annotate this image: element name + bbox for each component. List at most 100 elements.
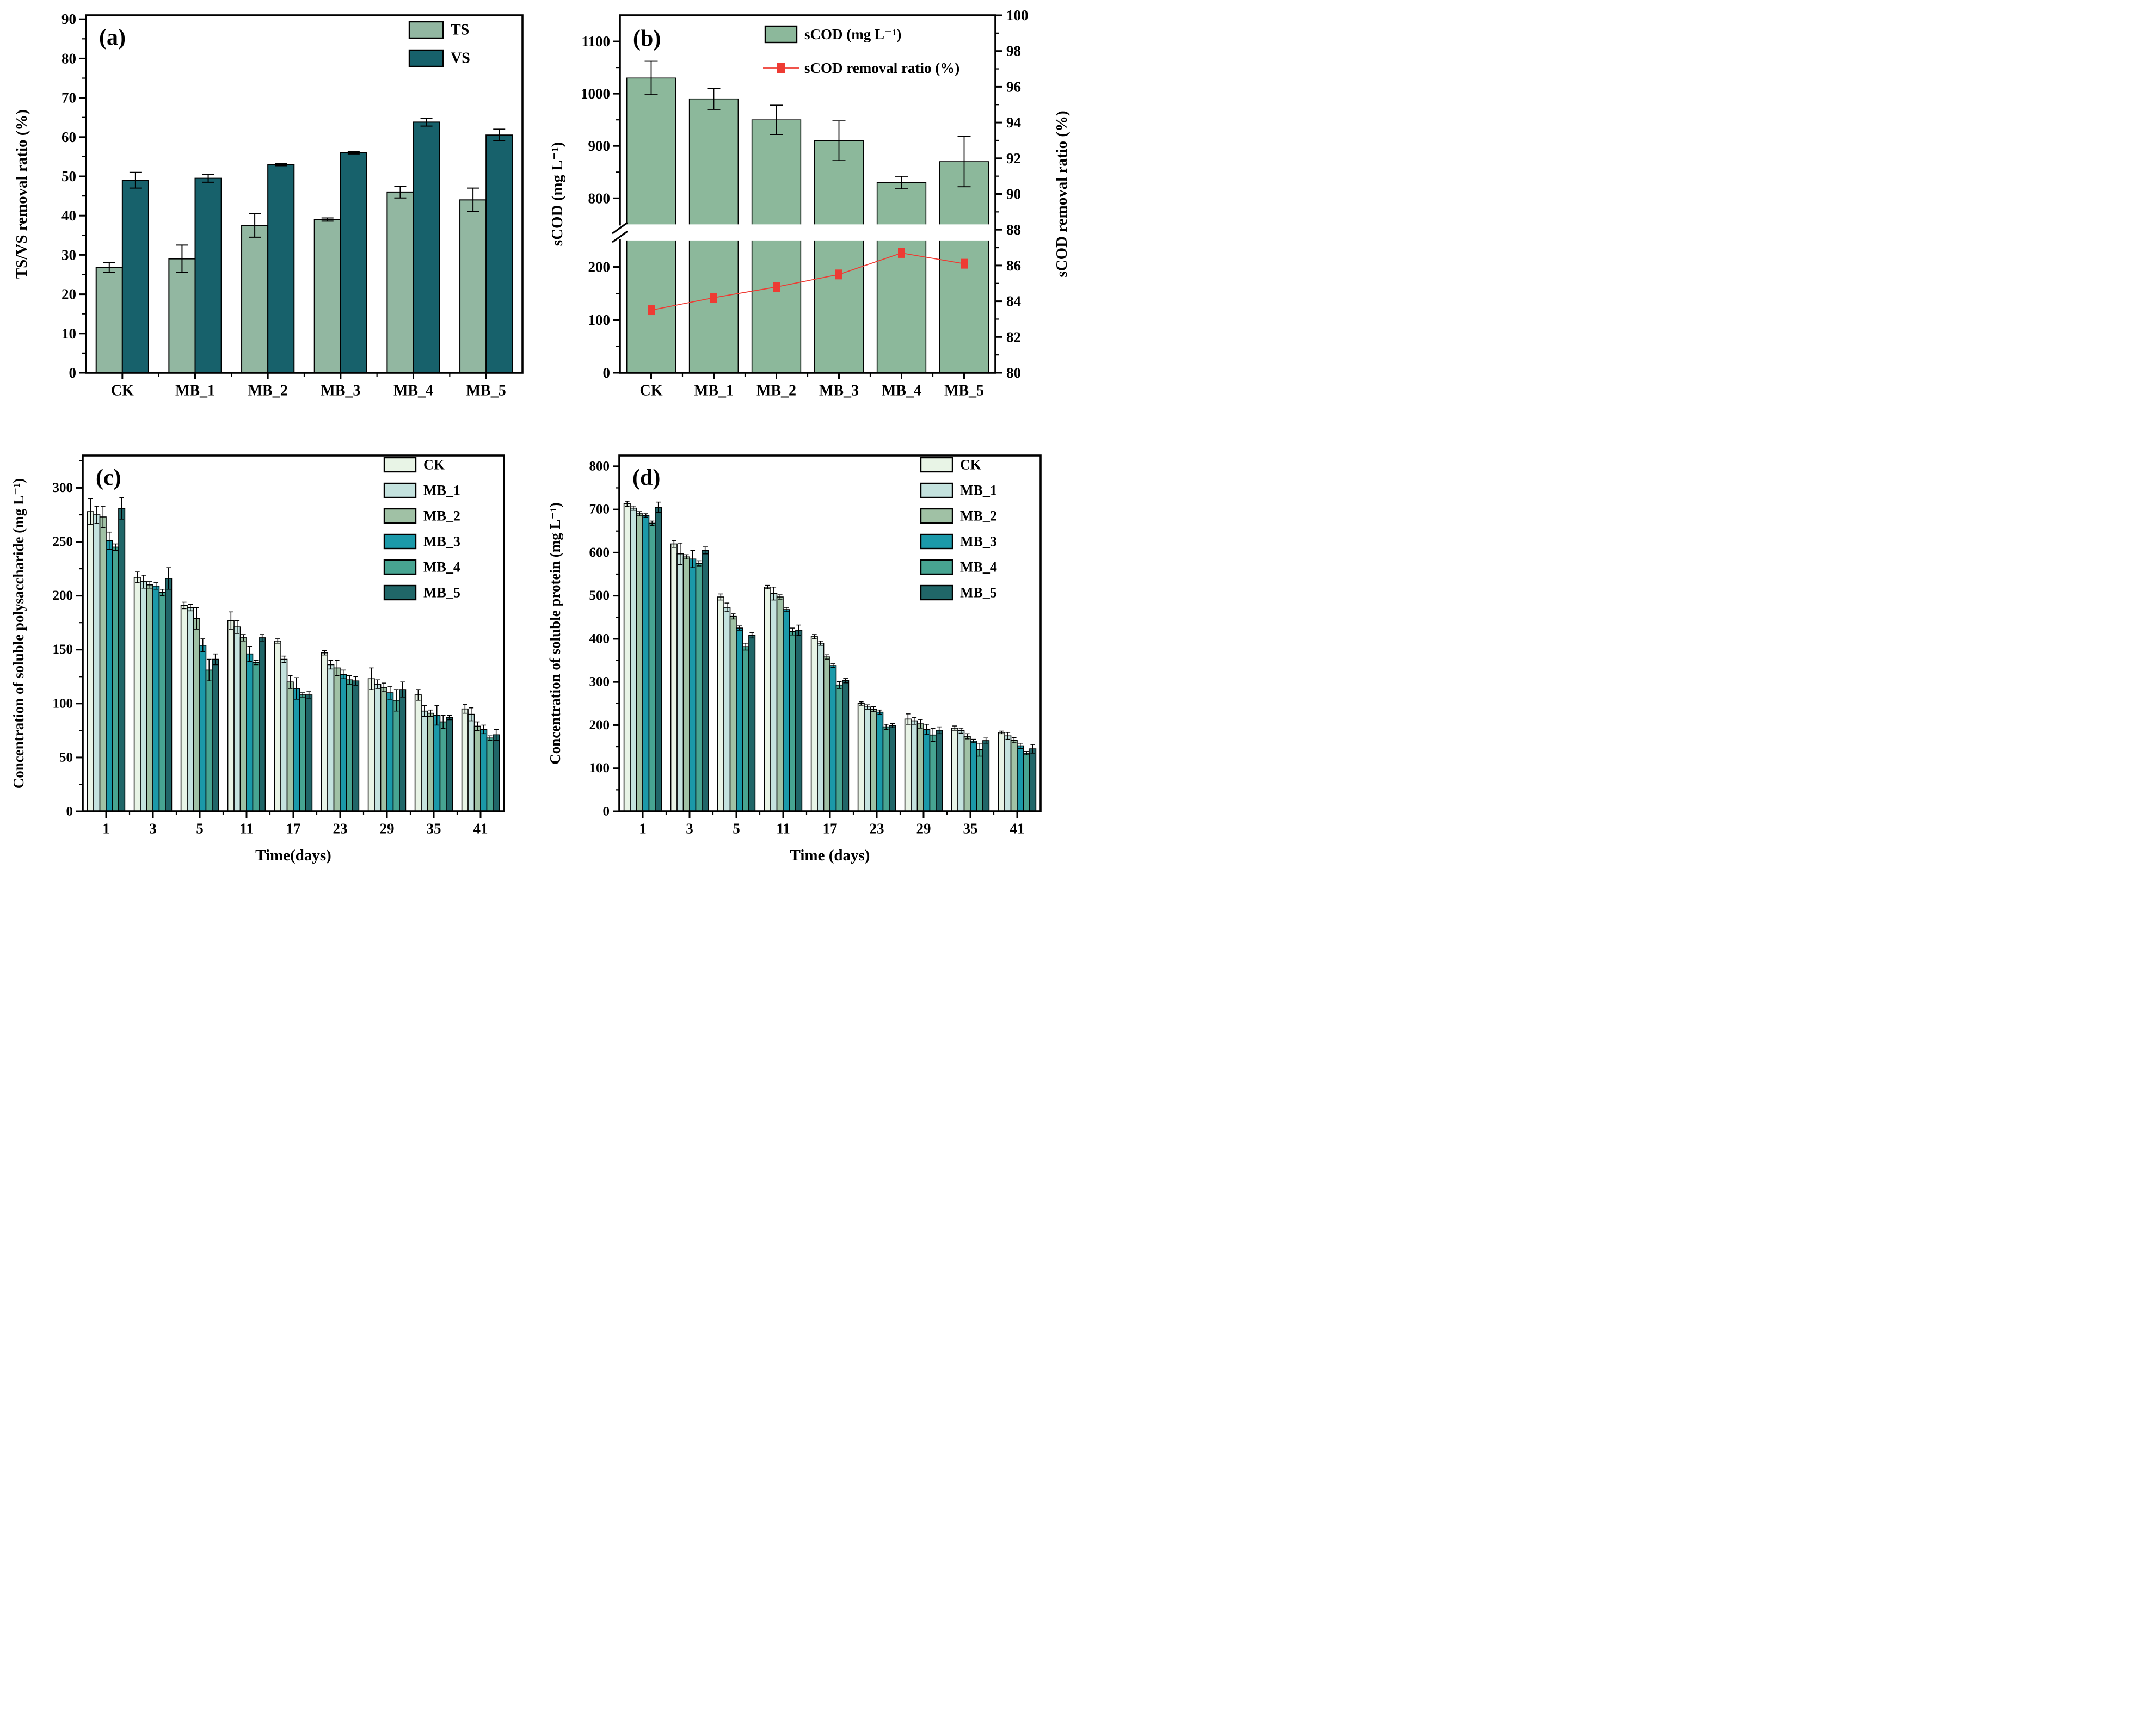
bar-MB_1-day5 — [187, 607, 194, 812]
bar-MB_4-day3 — [158, 592, 166, 812]
legend-label: MB_2 — [960, 508, 997, 524]
right-axis-title: sCOD removal ratio (%) — [1053, 110, 1071, 277]
bar-MB_2-day41 — [1010, 740, 1018, 812]
scod-removal-line — [651, 252, 964, 311]
bar-MB_3-day1 — [106, 540, 113, 812]
bar-MB_5-day3 — [165, 578, 173, 812]
right-tick-label: 82 — [1006, 329, 1021, 345]
bar-sCOD-MB_2 — [751, 119, 802, 373]
axis-break-gap — [618, 225, 622, 239]
y-tick-label: 600 — [589, 545, 610, 560]
bar-VS-dayMB_2 — [267, 164, 295, 373]
bar-TS-dayMB_4 — [386, 191, 414, 373]
x-category-label: 29 — [380, 820, 395, 836]
x-category-label: MB_4 — [393, 382, 433, 399]
y-tick-label: 70 — [61, 90, 76, 106]
bar-MB_1-day3 — [140, 581, 147, 812]
legend-swatch-MB_1 — [383, 482, 417, 498]
bar-MB_4-day5 — [742, 646, 749, 812]
y-tick-label: 250 — [53, 534, 73, 549]
bar-sCOD-MB_4 — [876, 182, 927, 373]
bar-MB_2-day35 — [963, 736, 971, 812]
bar-MB_1-day11 — [233, 626, 241, 812]
bar-MB_2-day29 — [380, 687, 387, 812]
bar-VS-dayMB_5 — [485, 134, 513, 373]
scod-removal-marker-MB_4 — [898, 248, 905, 258]
bar-MB_3-day5 — [736, 627, 743, 812]
legend-swatch-MB_1 — [920, 482, 953, 498]
plot-frame — [85, 14, 524, 374]
right-tick-label: 80 — [1006, 365, 1021, 381]
bar-CK-day23 — [857, 703, 865, 812]
right-tick-label: 100 — [1006, 7, 1029, 23]
bar-MB_5-day35 — [446, 717, 453, 812]
y-tick-label: 200 — [53, 588, 73, 603]
bar-MB_4-day17 — [299, 694, 306, 812]
bar-MB_1-day41 — [467, 713, 475, 812]
bar-MB_5-day17 — [842, 680, 850, 812]
bar-TS-dayMB_3 — [313, 219, 341, 373]
x-category-label: 23 — [870, 820, 884, 836]
x-category-label: CK — [640, 382, 663, 399]
bar-MB_2-day23 — [870, 709, 877, 812]
right-tick-label: 88 — [1006, 221, 1021, 238]
y-tick-label: 0 — [603, 804, 610, 819]
bar-MB_3-day11 — [246, 653, 254, 812]
bar-MB_4-day5 — [205, 669, 213, 812]
bar-CK-day3 — [670, 543, 678, 812]
bar-CK-day23 — [321, 652, 328, 812]
bar-TS-dayCK — [95, 267, 123, 373]
y-tick-label: 0 — [603, 365, 611, 381]
bar-CK-day35 — [951, 728, 958, 812]
bar-MB_2-day1 — [99, 516, 107, 812]
bar-CK-day11 — [764, 586, 771, 812]
bar-MB_5-day5 — [748, 635, 756, 812]
bar-CK-day41 — [461, 708, 469, 812]
legend-label: MB_3 — [960, 534, 997, 550]
bar-CK-day29 — [904, 718, 912, 812]
bar-MB_1-day29 — [911, 720, 918, 812]
bar-MB_2-day17 — [286, 681, 294, 812]
bar-MB_4-day1 — [648, 522, 656, 812]
y-tick-label: 100 — [53, 696, 73, 711]
bar-MB_2-day5 — [729, 615, 737, 812]
x-category-label: MB_4 — [882, 382, 921, 399]
bar-VS-dayMB_3 — [340, 152, 367, 373]
bar-CK-day29 — [367, 678, 375, 812]
bar-MB_4-day17 — [835, 684, 843, 812]
y-tick-label: 100 — [588, 312, 611, 328]
bar-MB_1-day3 — [676, 553, 684, 812]
y-tick-label: 0 — [66, 804, 73, 819]
legend-swatch-TS — [408, 21, 444, 39]
y-tick-label: 800 — [589, 459, 610, 473]
bar-CK-day3 — [133, 577, 141, 812]
bar-MB_1-day17 — [817, 643, 825, 812]
x-category-label: 23 — [333, 820, 348, 836]
bar-MB_5-day23 — [352, 680, 360, 812]
right-tick-label: 86 — [1006, 257, 1021, 274]
y-axis-title: Concentration of soluble protein (mg L⁻¹… — [547, 502, 563, 765]
x-category-label: 5 — [733, 820, 740, 836]
bar-MB_5-day17 — [305, 694, 313, 812]
legend-label: MB_5 — [423, 585, 460, 601]
y-tick-label: 50 — [61, 168, 76, 184]
scod-removal-marker-MB_5 — [961, 258, 968, 269]
bar-MB_1-day5 — [723, 607, 731, 812]
bar-MB_1-day1 — [630, 507, 637, 812]
bar-MB_4-day23 — [882, 726, 890, 812]
bar-MB_2-day3 — [682, 556, 690, 812]
y-tick-label: 700 — [589, 502, 610, 517]
bar-MB_5-day41 — [1029, 748, 1037, 812]
bar-MB_5-day1 — [118, 508, 126, 812]
figure-four-panel: 0 10 20 30 40 50 60 70 80 90 CK MB_1 MB_2 MB_3 MB_4 MB_… — [0, 0, 1074, 868]
bar-MB_5-day11 — [259, 637, 266, 812]
right-tick-label: 96 — [1006, 78, 1021, 95]
bar-CK-day35 — [414, 694, 422, 812]
bar-MB_2-day11 — [239, 637, 247, 812]
legend-swatch-MB_3 — [920, 533, 953, 550]
right-tick-label: 90 — [1006, 186, 1021, 202]
bar-MB_1-day23 — [327, 664, 335, 812]
bar-MB_1-day35 — [421, 710, 428, 812]
bar-MB_5-day5 — [212, 658, 219, 812]
